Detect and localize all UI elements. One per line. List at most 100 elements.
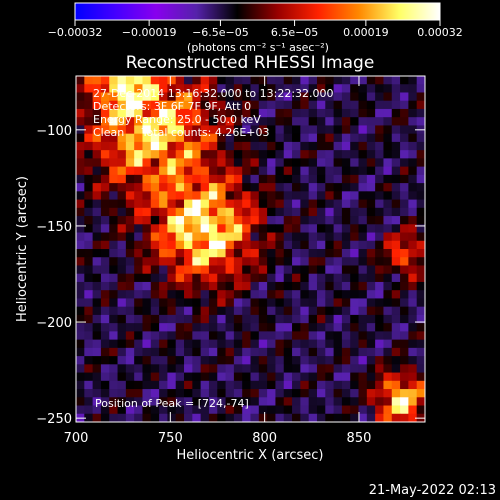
heatmap-cell: [358, 108, 368, 118]
heatmap-cell: [192, 224, 202, 233]
heatmap-cell: [416, 290, 426, 299]
heatmap-cell: [100, 290, 110, 299]
heatmap-cell: [383, 84, 393, 93]
heatmap-cell: [142, 273, 152, 283]
heatmap-cell: [233, 84, 243, 93]
heatmap-cell: [300, 141, 310, 151]
heatmap-cell: [366, 141, 376, 151]
heatmap-cell: [308, 100, 318, 110]
heatmap-cell: [167, 224, 177, 233]
heatmap-cell: [76, 372, 85, 382]
heatmap-cell: [341, 141, 351, 151]
heatmap-cell: [375, 265, 384, 275]
heatmap-cell: [233, 207, 243, 217]
heatmap-cell: [391, 339, 401, 349]
heatmap-cell: [267, 216, 276, 225]
heatmap-cell: [242, 323, 251, 332]
heatmap-cell: [150, 273, 160, 283]
heatmap-cell: [333, 133, 343, 143]
heatmap-cell: [242, 158, 251, 168]
heatmap-cell: [109, 265, 118, 275]
heatmap-cell: [208, 141, 218, 151]
heatmap-cell: [267, 314, 276, 324]
heatmap-cell: [292, 323, 301, 332]
heatmap-cell: [175, 249, 185, 258]
heatmap-cell: [292, 249, 301, 258]
heatmap-cell: [92, 199, 102, 209]
heatmap-cell: [150, 224, 160, 233]
heatmap-cell: [117, 158, 127, 168]
heatmap-cell: [341, 347, 351, 357]
heatmap-cell: [192, 92, 202, 102]
heatmap-cell: [308, 364, 318, 373]
heatmap-cell: [84, 265, 94, 275]
heatmap-cell: [325, 331, 334, 341]
heatmap-cell: [358, 76, 368, 85]
heatmap-cell: [366, 100, 376, 110]
heatmap-cell: [184, 323, 193, 332]
heatmap-cell: [142, 323, 152, 332]
heatmap-cell: [300, 405, 310, 415]
heatmap-cell: [408, 84, 418, 93]
heatmap-cell: [416, 347, 426, 357]
heatmap-cell: [175, 347, 185, 357]
heatmap-cell: [408, 281, 418, 291]
heatmap-cell: [242, 166, 251, 176]
heatmap-cell: [134, 199, 143, 209]
heatmap-cell: [283, 281, 293, 291]
heatmap-cell: [283, 141, 293, 151]
heatmap-cell: [167, 174, 177, 184]
heatmap-cell: [308, 290, 318, 299]
heatmap-cell: [325, 216, 334, 225]
heatmap-cell: [192, 314, 202, 324]
heatmap-cell: [76, 92, 85, 102]
heatmap-cell: [167, 166, 177, 176]
heatmap-cell: [400, 323, 409, 332]
heatmap-cell: [242, 389, 251, 398]
heatmap-cell: [391, 249, 401, 258]
heatmap-cell: [350, 372, 359, 382]
heatmap-cell: [242, 125, 251, 135]
heatmap-cell: [233, 364, 243, 373]
heatmap-cell: [225, 125, 235, 135]
heatmap-cell: [383, 224, 393, 233]
y-tick-label: −150: [36, 220, 72, 235]
heatmap-cell: [416, 331, 426, 341]
heatmap-cell: [375, 183, 384, 192]
heatmap-cell: [125, 364, 135, 373]
heatmap-cell: [134, 207, 143, 217]
heatmap-cell: [258, 380, 268, 390]
heatmap-cell: [333, 207, 343, 217]
heatmap-cell: [225, 380, 235, 390]
heatmap-cell: [325, 117, 334, 126]
heatmap-cell: [258, 199, 268, 209]
heatmap-cell: [250, 356, 260, 365]
heatmap-cell: [416, 265, 426, 275]
heatmap-cell: [225, 158, 235, 168]
heatmap-cell: [217, 207, 226, 217]
heatmap-cell: [283, 240, 293, 250]
heatmap-cell: [76, 84, 85, 93]
heatmap-cell: [217, 265, 226, 275]
heatmap-cell: [333, 174, 343, 184]
heatmap-cell: [391, 174, 401, 184]
heatmap-cell: [283, 372, 293, 382]
heatmap-cell: [117, 339, 127, 349]
heatmap-cell: [200, 281, 210, 291]
heatmap-cell: [192, 76, 202, 85]
heatmap-cell: [100, 372, 110, 382]
heatmap-cell: [350, 76, 359, 85]
heatmap-cell: [100, 141, 110, 151]
heatmap-cell: [316, 281, 326, 291]
heatmap-cell: [267, 397, 276, 406]
heatmap-cell: [258, 76, 268, 85]
heatmap-cell: [275, 339, 285, 349]
heatmap-cell: [366, 314, 376, 324]
heatmap-cell: [408, 356, 418, 365]
heatmap-cell: [233, 397, 243, 406]
heatmap-cell: [333, 125, 343, 135]
heatmap-cell: [117, 281, 127, 291]
heatmap-cell: [184, 240, 193, 250]
heatmap-cell: [142, 84, 152, 93]
heatmap-cell: [250, 84, 260, 93]
